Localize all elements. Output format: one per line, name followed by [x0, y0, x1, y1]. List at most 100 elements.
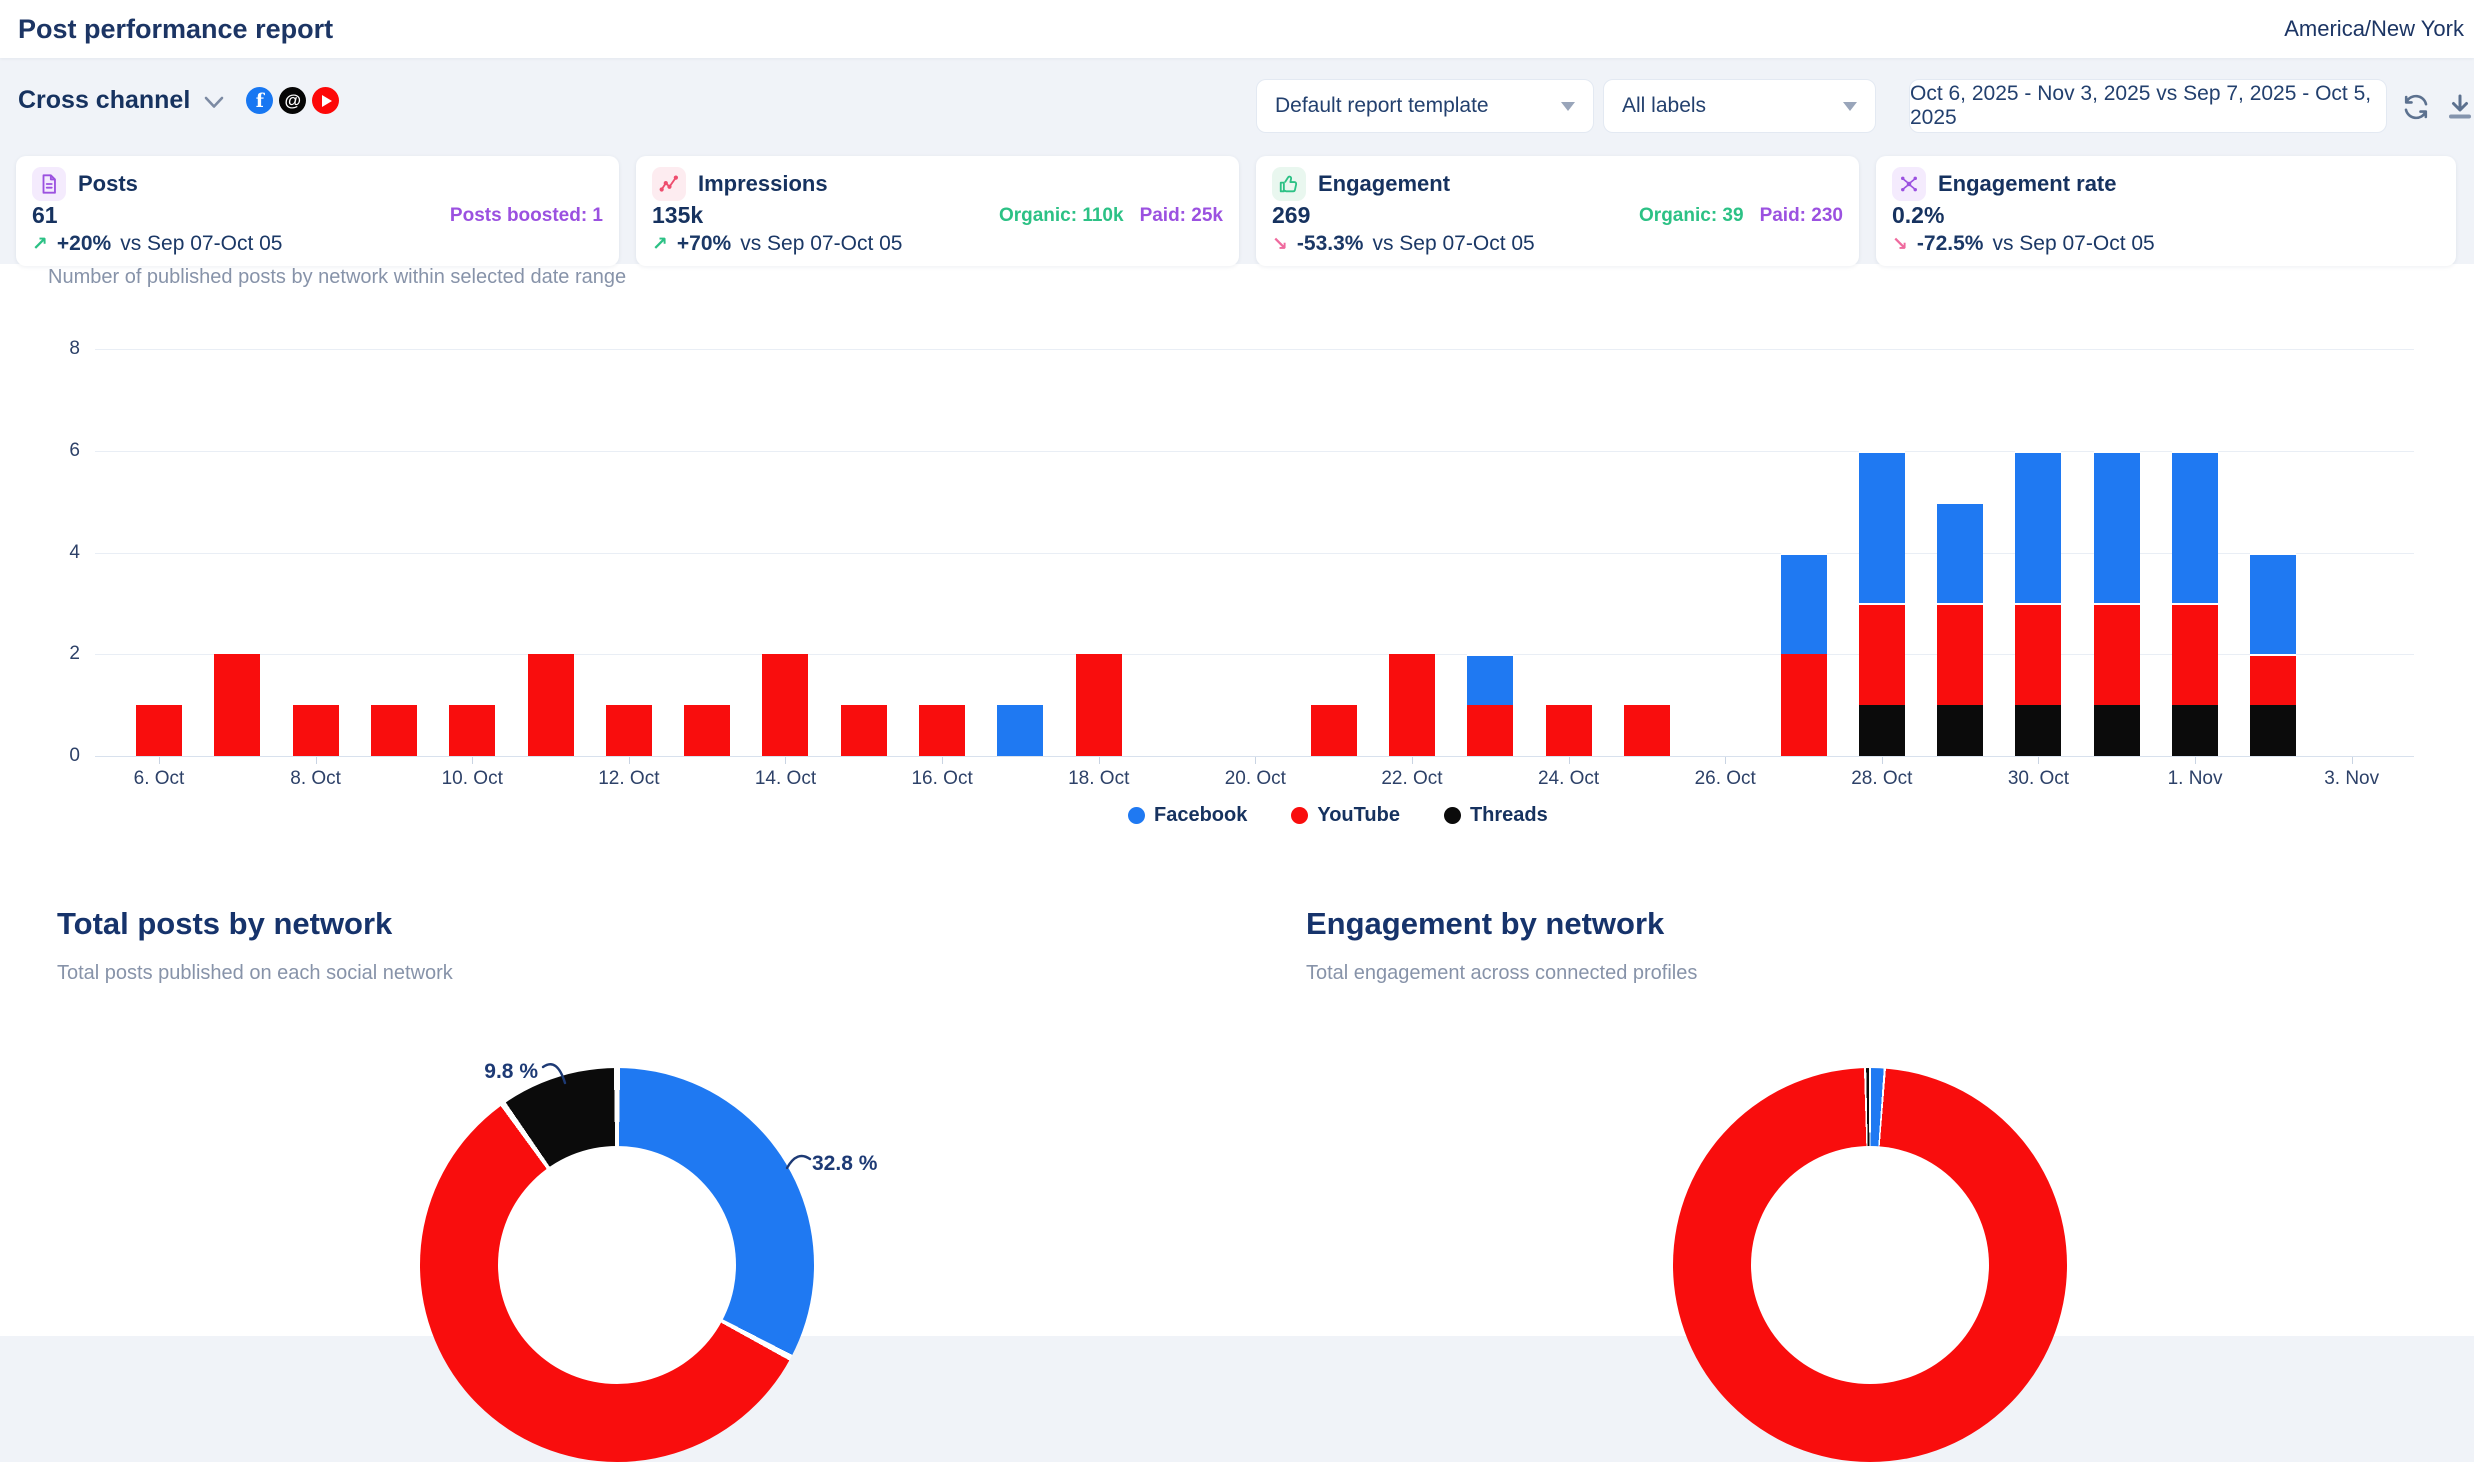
kpi-delta: -53.3% [1296, 232, 1364, 255]
kpi-delta: +70% [676, 232, 732, 255]
bar-segment-threads[interactable] [1937, 705, 1984, 756]
bar-segment-threads[interactable] [1858, 705, 1905, 756]
bar-segment-youtube[interactable] [1075, 654, 1122, 756]
legend-dot [1291, 807, 1309, 824]
channel-selector[interactable]: Cross channel f @ [18, 86, 340, 115]
bar-segment-threads[interactable] [2172, 705, 2219, 756]
kpi-card-header: Impressions [652, 167, 1223, 201]
kpi-value-row: 61 Posts boosted: 1 [32, 202, 603, 229]
trend-up-icon: ↗ [32, 233, 48, 255]
bar-segment-facebook[interactable] [2015, 450, 2062, 604]
download-icon [2449, 94, 2471, 119]
bar-segment-youtube[interactable] [1623, 705, 1670, 756]
bar-segment-youtube[interactable] [527, 654, 574, 756]
chart-legend: Facebook YouTube Threads [1128, 804, 1548, 827]
bar-segment-facebook[interactable] [2172, 450, 2219, 604]
kpi-title: Engagement [1318, 171, 1451, 196]
date-range-value: Oct 6, 2025 - Nov 3, 2025 vs Sep 7, 2025… [1910, 82, 2372, 129]
section-title-total-posts: Total posts by network [57, 906, 393, 941]
bar-segment-facebook[interactable] [1937, 501, 1984, 604]
legend-label: Threads [1469, 804, 1548, 826]
bar-segment-youtube[interactable] [449, 705, 496, 756]
kpi-card-engagement: Engagement 269 Organic: 39 Paid: 230 ↘ -53.3%… [1256, 156, 1859, 266]
bar-segment-youtube[interactable] [2172, 603, 2219, 706]
bar-segment-youtube[interactable] [1780, 654, 1827, 756]
kpi-title: Impressions [698, 171, 828, 196]
kpi-value-row: 0.2% [1892, 202, 2440, 229]
legend-dot [1443, 807, 1461, 824]
kpi-delta: -72.5% [1916, 232, 1984, 255]
kpi-value: 269 [1272, 202, 1311, 228]
donut-hole [1751, 1146, 1989, 1384]
bar-chart-subtitle: Number of published posts by network wit… [48, 266, 627, 288]
refresh-button[interactable] [2398, 90, 2434, 126]
bar-segment-youtube[interactable] [684, 705, 731, 756]
bar-segment-youtube[interactable] [1858, 603, 1905, 706]
network-icon [1892, 167, 1926, 201]
bar-segment-facebook[interactable] [2093, 450, 2140, 604]
legend-item-threads[interactable]: Threads [1443, 804, 1548, 827]
bar-segment-youtube[interactable] [1388, 654, 1435, 756]
date-range-picker[interactable]: Oct 6, 2025 - Nov 3, 2025 vs Sep 7, 2025… [1909, 79, 2387, 133]
bar-segment-facebook[interactable] [1858, 450, 1905, 604]
trend-down-icon: ↘ [1272, 233, 1288, 255]
bar-segment-youtube[interactable] [2015, 603, 2062, 706]
total-posts-donut-chart[interactable] [420, 1068, 814, 1462]
bar-segment-youtube[interactable] [2093, 603, 2140, 706]
bar-segment-youtube[interactable] [1545, 705, 1592, 756]
labels-dropdown-value: All labels [1622, 94, 1707, 117]
legend-item-youtube[interactable]: YouTube [1291, 804, 1400, 827]
kpi-value: 61 [32, 202, 58, 228]
bar-segment-youtube[interactable] [1310, 705, 1357, 756]
kpi-trend-row: ↘ -53.3% vs Sep 07-Oct 05 [1272, 232, 1843, 256]
kpi-side-metric: Organic: 110k [998, 204, 1124, 226]
legend-dot [1128, 807, 1145, 824]
bar-segment-facebook[interactable] [997, 705, 1044, 756]
content-panel [0, 264, 2474, 1336]
bar-segment-threads[interactable] [2015, 705, 2062, 756]
bar-segment-youtube[interactable] [136, 705, 182, 756]
bar-segment-facebook[interactable] [2250, 552, 2297, 655]
labels-dropdown[interactable]: All labels [1603, 79, 1876, 133]
bar-segment-youtube[interactable] [370, 705, 417, 756]
bar-segment-threads[interactable] [2093, 705, 2140, 756]
section-subtitle-total-posts: Total posts published on each social net… [57, 962, 453, 984]
bar-segment-youtube[interactable] [214, 654, 261, 756]
kpi-value: 135k [652, 202, 704, 228]
thumbs-up-icon [1272, 167, 1306, 201]
bar-segment-youtube[interactable] [919, 705, 966, 756]
bar-segment-youtube[interactable] [1467, 705, 1514, 756]
kpi-compare-label: vs Sep 07-Oct 05 [1992, 232, 2155, 255]
kpi-side-metric: Organic: 39 [1639, 204, 1744, 226]
bar-segment-youtube[interactable] [840, 705, 887, 756]
report-template-dropdown[interactable]: Default report template [1256, 79, 1594, 133]
bar-segment-facebook[interactable] [1467, 654, 1514, 706]
kpi-compare-label: vs Sep 07-Oct 05 [740, 232, 903, 255]
kpi-compare-label: vs Sep 07-Oct 05 [1372, 232, 1535, 255]
kpi-compare-label: vs Sep 07-Oct 05 [120, 232, 283, 255]
bar-segment-threads[interactable] [2250, 705, 2297, 756]
kpi-side-metric: Posts boosted: 1 [449, 204, 603, 226]
donut-label-facebook: 32.8 % [812, 1152, 878, 1175]
bar-segment-youtube[interactable] [2250, 654, 2297, 706]
trend-up-icon: ↗ [652, 233, 668, 255]
bar-segment-youtube[interactable] [1937, 603, 1984, 706]
kpi-title: Posts [78, 171, 138, 196]
kpi-card-header: Engagement rate [1892, 167, 2440, 201]
engagement-donut-chart[interactable] [1673, 1068, 2067, 1462]
bar-segment-youtube[interactable] [762, 654, 809, 756]
bar-segment-youtube[interactable] [605, 705, 652, 756]
kpi-card-header: Engagement [1272, 167, 1843, 201]
kpi-side-metrics: Posts boosted: 1 [450, 205, 603, 227]
download-button[interactable] [2442, 90, 2474, 126]
kpi-trend-row: ↗ +20% vs Sep 07-Oct 05 [32, 232, 603, 256]
timezone-label: America/New York [2284, 16, 2464, 41]
kpi-side-metric: Paid: 25k [1139, 204, 1223, 226]
connected-network-icons: f @ [246, 87, 340, 114]
bar-segment-youtube[interactable] [292, 705, 339, 756]
bar-segment-facebook[interactable] [1780, 552, 1827, 655]
section-title-engagement: Engagement by network [1306, 906, 1665, 941]
donut-label-threads: 9.8 % [484, 1060, 538, 1083]
caret-down-icon [1843, 101, 1857, 111]
legend-item-facebook[interactable]: Facebook [1128, 804, 1247, 827]
